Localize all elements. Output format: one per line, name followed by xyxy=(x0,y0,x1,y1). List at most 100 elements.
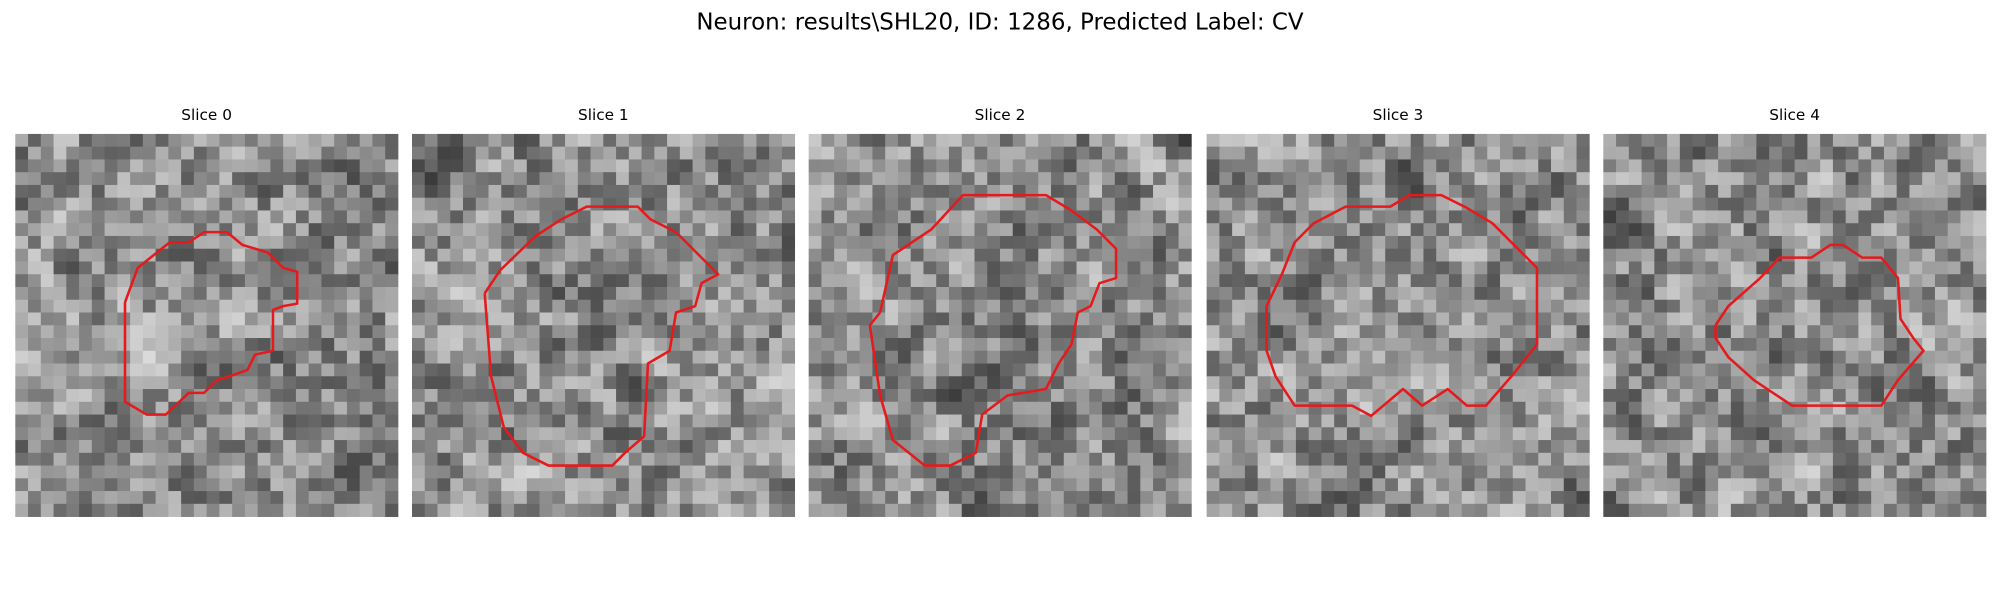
pixel xyxy=(321,478,335,492)
pixel xyxy=(808,235,822,250)
pixel xyxy=(923,312,937,326)
pixel xyxy=(1321,235,1335,250)
pixel xyxy=(1807,159,1821,173)
pixel xyxy=(53,376,67,390)
pixel xyxy=(1525,133,1539,148)
pixel xyxy=(1896,133,1910,148)
pixel xyxy=(283,274,297,288)
pixel xyxy=(1692,401,1706,415)
pixel xyxy=(846,465,861,479)
pixel xyxy=(692,440,706,454)
pixel xyxy=(1973,261,1987,275)
pixel xyxy=(475,363,489,377)
pixel xyxy=(1063,376,1077,390)
pixel xyxy=(1922,414,1936,428)
pixel xyxy=(1165,363,1179,377)
pixel xyxy=(295,363,310,377)
pixel xyxy=(603,452,617,466)
pixel xyxy=(1372,414,1386,428)
pixel xyxy=(142,274,156,288)
pixel xyxy=(1025,299,1039,313)
pixel xyxy=(1922,210,1936,224)
pixel xyxy=(1385,172,1399,186)
pixel xyxy=(897,274,912,288)
pixel xyxy=(15,184,29,199)
pixel xyxy=(1896,414,1910,428)
pixel xyxy=(1692,210,1706,224)
pixel xyxy=(590,338,604,352)
pixel xyxy=(295,146,310,160)
pixel xyxy=(1769,478,1783,492)
pixel xyxy=(1525,172,1539,186)
pixel xyxy=(359,235,373,250)
pixel xyxy=(1794,401,1808,415)
pixel xyxy=(846,223,861,237)
pixel xyxy=(679,389,693,403)
pixel xyxy=(1960,338,1974,352)
pixel xyxy=(1845,325,1859,339)
pixel xyxy=(346,440,361,454)
pixel xyxy=(718,338,732,352)
pixel xyxy=(834,172,848,186)
pixel xyxy=(450,401,464,415)
pixel xyxy=(936,261,950,275)
pixel xyxy=(769,184,783,199)
pixel xyxy=(885,146,899,160)
pixel xyxy=(885,197,899,211)
pixel xyxy=(1500,452,1514,466)
pixel xyxy=(104,133,118,148)
pixel xyxy=(372,274,386,288)
pixel xyxy=(244,325,259,339)
pixel xyxy=(1359,223,1373,237)
contours xyxy=(123,193,1925,467)
pixel xyxy=(411,235,426,250)
pixel xyxy=(295,172,310,186)
pixel xyxy=(168,159,182,173)
pixel xyxy=(1012,299,1026,313)
pixel xyxy=(1063,184,1077,199)
pixel xyxy=(283,478,297,492)
pixel xyxy=(1667,235,1681,250)
pixel xyxy=(1603,312,1617,326)
pixel xyxy=(283,350,297,364)
pixel xyxy=(1730,248,1745,262)
pixel xyxy=(1051,223,1065,237)
pixel xyxy=(1756,312,1770,326)
pixel xyxy=(948,427,963,441)
pixel xyxy=(359,159,373,173)
pixel xyxy=(1794,286,1808,301)
pixel xyxy=(859,235,873,250)
pixel xyxy=(1883,172,1898,186)
pixel xyxy=(1295,299,1310,313)
pixel xyxy=(40,401,54,415)
pixel xyxy=(1832,223,1847,237)
pixel xyxy=(1794,299,1808,313)
pixel xyxy=(1883,146,1898,160)
pixel xyxy=(1448,401,1463,415)
pixel xyxy=(1616,427,1630,441)
pixel xyxy=(1603,286,1617,301)
pixel xyxy=(1769,159,1783,173)
pixel xyxy=(526,146,540,160)
pixel xyxy=(1153,389,1167,403)
pixel xyxy=(28,440,42,454)
pixel xyxy=(1283,350,1297,364)
pixel xyxy=(1538,146,1552,160)
pixel xyxy=(539,312,553,326)
pixel xyxy=(437,197,451,211)
pixel xyxy=(910,274,924,288)
pixel xyxy=(1628,223,1642,237)
pixel xyxy=(1461,248,1475,262)
pixel xyxy=(1576,197,1590,211)
pixel xyxy=(475,261,489,275)
pixel xyxy=(1114,478,1128,492)
pixel xyxy=(1270,401,1284,415)
pixel xyxy=(232,312,246,326)
pixel xyxy=(974,210,988,224)
pixel xyxy=(1140,299,1154,313)
pixel xyxy=(308,235,322,250)
pixel xyxy=(142,414,156,428)
pixel xyxy=(1410,146,1424,160)
pixel xyxy=(1244,414,1259,428)
pixel xyxy=(257,389,271,403)
